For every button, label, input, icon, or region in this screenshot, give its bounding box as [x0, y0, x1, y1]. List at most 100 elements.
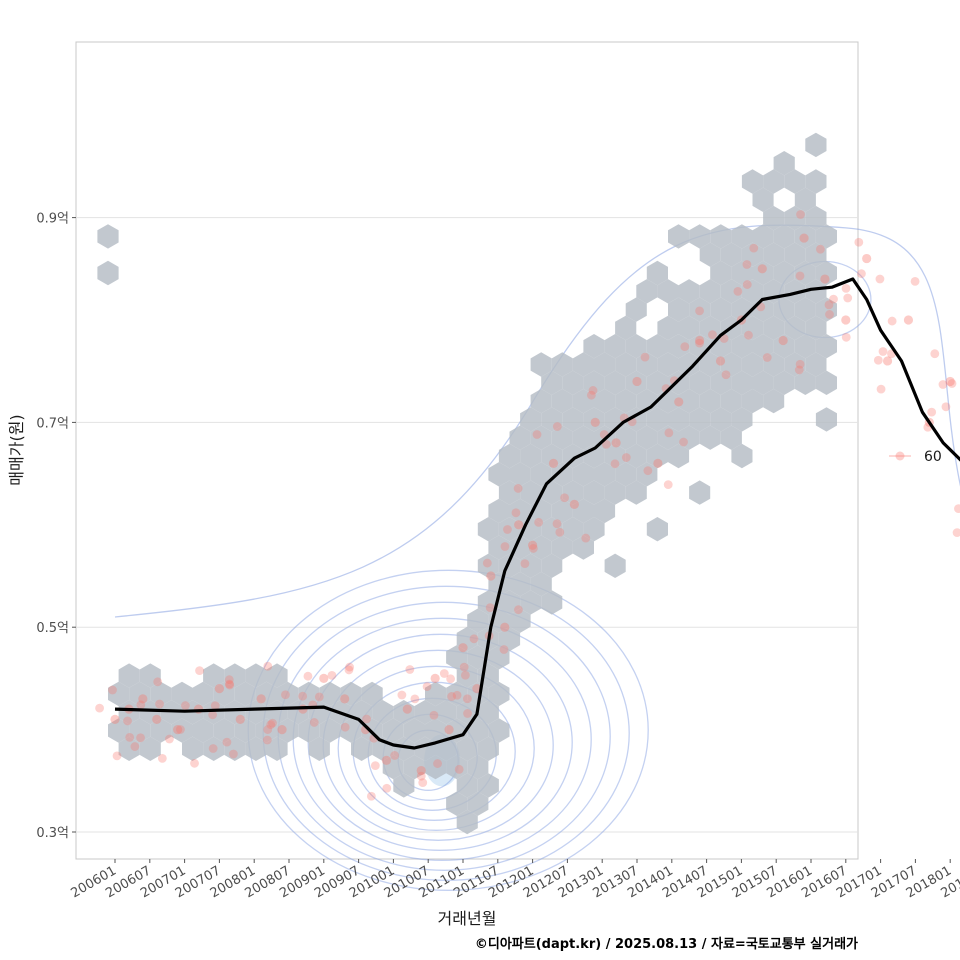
data-point [362, 714, 371, 724]
data-point [499, 645, 509, 654]
data-point [136, 733, 145, 743]
data-point [430, 673, 440, 684]
hexbin [710, 407, 732, 432]
hexbin [815, 260, 837, 286]
hexbin [646, 407, 668, 432]
data-point [820, 274, 830, 284]
data-point [862, 253, 872, 264]
hexbin [551, 462, 573, 487]
hexbin [794, 260, 816, 286]
hexbin [118, 736, 140, 761]
data-point [381, 755, 392, 765]
hexbin [646, 260, 668, 286]
data-point [744, 330, 753, 340]
data-point [708, 330, 717, 340]
hexbin [171, 681, 193, 707]
data-point [340, 722, 350, 732]
hexbin [446, 754, 468, 780]
data-point [225, 680, 235, 690]
hexbin [308, 736, 330, 761]
data-point [824, 300, 834, 310]
data-point [938, 380, 948, 389]
hexbin [731, 443, 753, 469]
hexbin [784, 279, 806, 304]
hexbin [277, 718, 299, 743]
hexbin [509, 498, 531, 524]
hexbin [520, 553, 542, 578]
hexbin [435, 700, 457, 725]
hexbin [541, 517, 563, 542]
data-point [112, 751, 122, 761]
hexbin [594, 498, 616, 524]
hexbin [224, 663, 246, 688]
hexbin [213, 681, 235, 707]
data-point [123, 716, 132, 726]
data-point [281, 690, 290, 700]
hexbin [467, 645, 489, 670]
legend: 60 [889, 449, 942, 465]
hexbin [668, 443, 690, 469]
hexbin [382, 718, 404, 743]
hexbin [805, 352, 827, 377]
data-point [210, 701, 220, 710]
hexbin [763, 169, 785, 194]
hexbin [731, 370, 753, 395]
hexbin [520, 590, 542, 615]
data-point [876, 384, 886, 394]
hexbin [710, 224, 732, 249]
data-point [459, 662, 469, 672]
data-point [742, 280, 752, 289]
hexbin [456, 809, 478, 835]
hexbin [488, 718, 510, 743]
hexbin [477, 700, 499, 725]
hexbin [805, 169, 827, 194]
hexbin [541, 407, 563, 432]
hexbin [298, 681, 320, 707]
hexbin [615, 315, 637, 341]
hexbin [255, 681, 277, 707]
hexbin [520, 443, 542, 469]
data-point [569, 499, 579, 509]
hexbin [615, 425, 637, 450]
density-contour [337, 665, 535, 831]
hexbin [456, 663, 478, 688]
hexbin [773, 334, 795, 359]
data-point [586, 390, 596, 400]
data-point [520, 559, 530, 568]
data-point [680, 342, 690, 351]
hexbin [763, 352, 785, 377]
data-point [235, 714, 245, 724]
hexbin [689, 370, 711, 395]
data-point [224, 675, 234, 685]
data-point [228, 749, 238, 759]
hexbin [530, 571, 552, 597]
hexbin [488, 645, 510, 670]
hexbin [97, 260, 119, 286]
data-point [528, 544, 538, 553]
data-point [382, 783, 392, 793]
hexbin [488, 498, 510, 524]
hexbin [668, 334, 690, 359]
hexbin [477, 590, 499, 615]
hexbin [477, 736, 499, 761]
data-point [816, 244, 825, 254]
hexbin [498, 517, 521, 542]
hexbin [678, 388, 700, 414]
data-point [266, 720, 276, 730]
data-point [500, 622, 510, 632]
hexbin [467, 681, 489, 707]
hexbin [594, 462, 616, 487]
data-point [402, 704, 412, 714]
hexbin [763, 242, 785, 267]
data-point [841, 315, 851, 325]
data-point [621, 453, 631, 462]
data-point [444, 725, 454, 735]
data-point [173, 725, 183, 735]
hexbin [710, 370, 732, 395]
hexbin [340, 681, 362, 707]
hexbin [699, 352, 721, 377]
hexbin [625, 334, 647, 359]
hexbin [636, 279, 658, 304]
hexbin [351, 736, 373, 761]
